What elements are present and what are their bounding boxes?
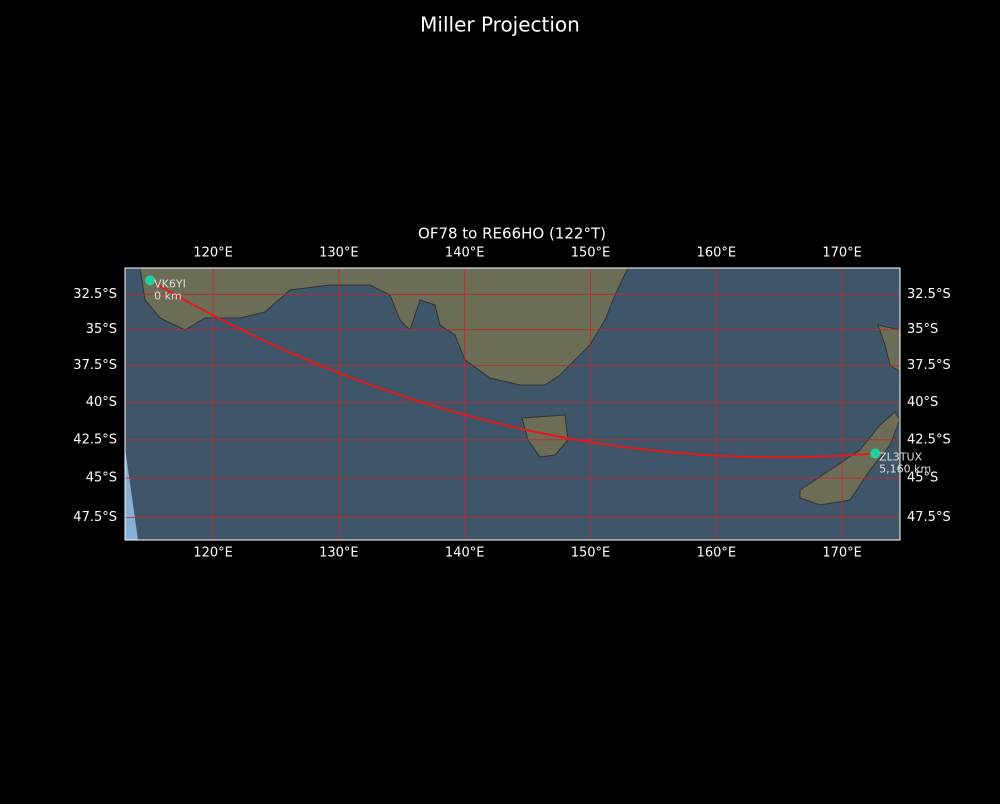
route — [149, 279, 876, 459]
x-tick-label: 160°E — [697, 546, 737, 561]
x-tick-label: 150°E — [571, 246, 611, 261]
x-tick-label: 150°E — [571, 546, 611, 561]
australia — [125, 267, 629, 386]
y-tick-label: 42.5°S — [907, 432, 951, 447]
y-tick-label: 37.5°S — [907, 358, 951, 373]
overlay: 120°E 120°E 130°E 130°E 140°E 140°E 150°E 150°E… — [73, 246, 950, 561]
x-tick-label: 120°E — [193, 546, 233, 561]
y-tick-label: 35°S — [86, 322, 117, 337]
x-tick-label: 140°E — [445, 546, 485, 561]
y-tick-label: 47.5°S — [907, 510, 951, 525]
x-tick-label: 140°E — [445, 246, 485, 261]
y-tick-label: 45°S — [86, 471, 117, 486]
y-tick-label: 47.5°S — [73, 510, 117, 525]
station-marker — [870, 448, 881, 459]
x-tick-label: 130°E — [319, 546, 359, 561]
y-tick-label: 45°S — [907, 471, 938, 486]
nz-north-island — [877, 324, 901, 373]
x-tick-label: 120°E — [193, 246, 233, 261]
map-title: OF78 to RE66HO (122°T) — [418, 225, 606, 243]
x-tick-label: 170°E — [822, 546, 862, 561]
y-tick-label: 32.5°S — [73, 287, 117, 302]
y-tick-label: 42.5°S — [73, 432, 117, 447]
map-frame — [124, 267, 901, 541]
page-title: Miller Projection — [420, 13, 580, 37]
map-area — [125, 267, 901, 540]
station-name: VK6YI — [154, 277, 186, 290]
x-tick-label: 130°E — [319, 246, 359, 261]
y-tick-label: 37.5°S — [73, 358, 117, 373]
x-tick-label: 170°E — [822, 246, 862, 261]
station-name: ZL3TUX — [879, 450, 922, 463]
y-tick-label: 35°S — [907, 322, 938, 337]
y-tick-label: 32.5°S — [907, 287, 951, 302]
nz-south-island — [799, 411, 901, 506]
station-marker — [145, 275, 156, 286]
station-distance: 0 km — [154, 289, 182, 302]
x-tick-label: 160°E — [697, 246, 737, 261]
station-distance: 5,160 km — [879, 462, 931, 475]
y-tick-label: 40°S — [907, 395, 938, 410]
y-tick-label: 40°S — [86, 395, 117, 410]
